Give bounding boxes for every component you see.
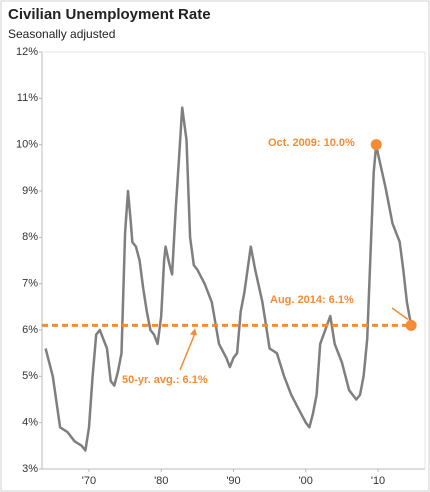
y-tick-label: 12%	[16, 46, 38, 58]
y-tick-label: 7%	[22, 278, 38, 290]
y-tick-label: 3%	[22, 463, 38, 475]
x-tick-label: '70	[82, 475, 96, 487]
y-tick-label: 6%	[22, 324, 38, 336]
series-line	[44, 106, 413, 452]
x-tick-label: '90	[226, 475, 240, 487]
average-arrow	[179, 333, 196, 371]
average-arrowhead	[190, 328, 197, 336]
chart-subtitle: Seasonally adjusted	[8, 27, 115, 41]
y-tick-label: 5%	[22, 370, 38, 382]
chart-title: Civilian Unemployment Rate	[8, 6, 211, 23]
y-tick-label: 11%	[17, 92, 38, 104]
average-label: 50-yr. avg.: 6.1%	[122, 374, 208, 386]
x-tick-label: '00	[299, 475, 313, 487]
y-tick-label: 10%	[16, 139, 38, 151]
highlight-point	[370, 139, 382, 151]
highlight-point	[405, 319, 417, 331]
highlight-arrow	[391, 307, 409, 320]
y-tick-label: 8%	[22, 231, 38, 243]
highlight-label: Aug. 2014: 6.1%	[270, 294, 354, 306]
highlight-label: Oct. 2009: 10.0%	[268, 137, 355, 149]
y-tick-label: 4%	[22, 417, 38, 429]
x-tick-label: '10	[371, 475, 385, 487]
x-tick-label: '80	[154, 475, 168, 487]
y-tick-label: 9%	[22, 185, 38, 197]
